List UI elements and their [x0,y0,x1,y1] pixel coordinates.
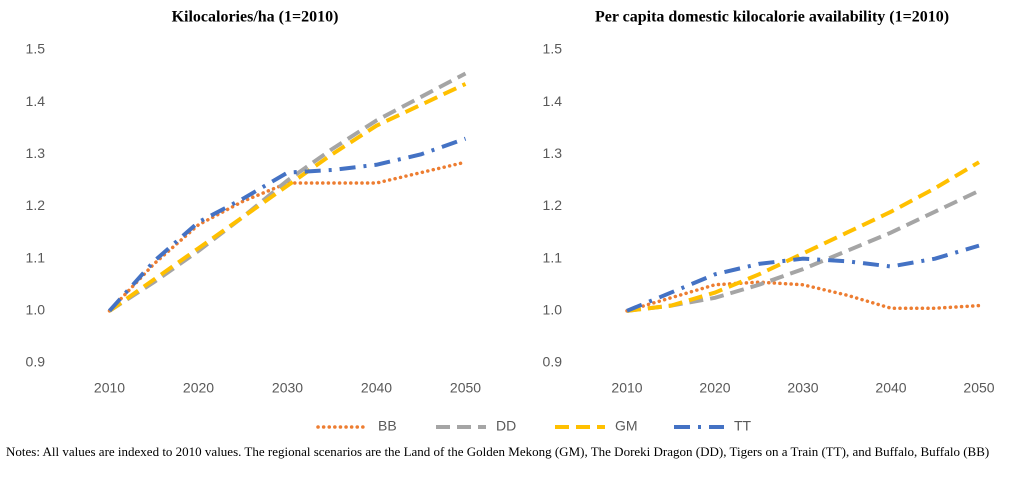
x-tick-label: 2050 [450,380,481,396]
x-tick-label: 2030 [272,380,303,396]
y-tick-label: 1.1 [543,249,563,265]
series-line [626,160,981,313]
series-line [108,71,467,313]
x-tick-label: 2010 [94,380,125,396]
y-tick-label: 1.2 [543,197,563,213]
legend-label: TT [734,418,752,434]
x-tick-label: 2030 [787,380,818,396]
y-tick-label: 1.1 [26,249,46,265]
legend-label: DD [496,418,516,434]
y-tick-label: 1.5 [26,41,46,57]
chart-title: Per capita domestic kilocalorie availabi… [595,9,949,26]
y-tick-label: 1.5 [543,41,563,57]
series-line [625,280,981,313]
x-tick-label: 2020 [699,380,730,396]
x-tick-label: 2040 [875,380,906,396]
y-tick-label: 1.0 [543,302,563,318]
y-tick-label: 1.4 [543,93,563,109]
y-tick-label: 0.9 [26,354,46,370]
series-line [108,136,467,313]
series-line [626,189,980,313]
x-tick-label: 2050 [963,380,994,396]
legend-label: GM [615,418,638,434]
y-tick-label: 1.4 [26,93,46,109]
series-line [626,243,980,313]
chart-title: Kilocalories/ha (1=2010) [172,9,339,26]
chart: Kilocalories/ha (1=2010) 0.9 1.0 1.1 1.2 1.3 1… [26,9,995,434]
y-tick-label: 1.3 [543,145,563,161]
y-tick-label: 1.3 [26,145,46,161]
notes: Notes: All values are indexed to 2010 va… [6,444,990,459]
series-line [108,82,467,313]
y-tick-label: 0.9 [543,354,563,370]
x-tick-label: 2040 [361,380,392,396]
y-tick-label: 1.2 [26,197,46,213]
x-tick-label: 2010 [611,380,642,396]
legend-label: BB [378,418,397,434]
x-tick-label: 2020 [183,380,214,396]
y-tick-label: 1.0 [26,302,46,318]
